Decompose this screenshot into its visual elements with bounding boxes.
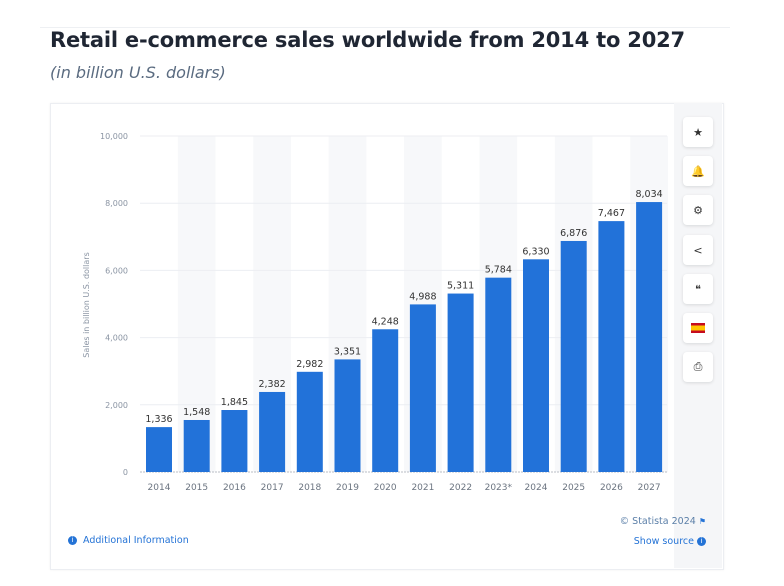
page-title: Retail e-commerce sales worldwide from 2… bbox=[50, 28, 685, 52]
spain-flag-icon bbox=[691, 323, 705, 333]
bar bbox=[560, 240, 587, 472]
bar bbox=[409, 304, 436, 472]
share-icon: < bbox=[693, 243, 703, 257]
data-label: 1,548 bbox=[183, 407, 210, 418]
print-button[interactable]: ⎙ bbox=[683, 352, 713, 382]
bell-icon: 🔔 bbox=[691, 164, 705, 178]
data-label: 4,248 bbox=[372, 316, 399, 327]
divider bbox=[40, 27, 730, 28]
x-tick-label: 2020 bbox=[374, 483, 397, 493]
spain-flag-button[interactable] bbox=[683, 313, 713, 343]
additional-information-link[interactable]: i Additional Information bbox=[68, 535, 189, 546]
bar bbox=[259, 391, 286, 472]
data-label: 7,467 bbox=[598, 208, 625, 219]
y-tick-label: 2,000 bbox=[105, 401, 128, 410]
bar bbox=[372, 329, 399, 472]
bar bbox=[221, 410, 248, 472]
y-tick-label: 4,000 bbox=[105, 334, 128, 343]
data-label: 4,988 bbox=[409, 291, 436, 302]
data-label: 2,982 bbox=[296, 359, 323, 370]
x-tick-label: 2014 bbox=[148, 483, 171, 493]
print-icon: ⎙ bbox=[693, 360, 703, 373]
gear-button[interactable]: ⚙ bbox=[683, 195, 713, 225]
y-axis-title: Sales in billion U.S. dollars bbox=[82, 252, 91, 358]
x-tick-label: 2021 bbox=[411, 483, 434, 493]
bar bbox=[485, 277, 512, 472]
quote-button[interactable]: ❝ bbox=[683, 274, 713, 304]
y-tick-label: 10,000 bbox=[100, 132, 128, 141]
x-tick-label: 2024 bbox=[525, 483, 548, 493]
x-tick-label: 2015 bbox=[185, 483, 208, 493]
data-label: 1,845 bbox=[221, 397, 248, 408]
bell-button[interactable]: 🔔 bbox=[683, 156, 713, 186]
x-tick-label: 2016 bbox=[223, 483, 246, 493]
data-label: 5,784 bbox=[485, 265, 512, 276]
bar bbox=[447, 293, 474, 472]
star-button[interactable]: ★ bbox=[683, 117, 713, 147]
bar bbox=[334, 359, 361, 472]
quote-icon: ❝ bbox=[695, 282, 701, 296]
x-tick-label: 2027 bbox=[638, 483, 661, 493]
x-tick-label: 2018 bbox=[298, 483, 321, 493]
data-label: 8,034 bbox=[635, 189, 662, 200]
bar bbox=[183, 419, 210, 472]
data-label: 5,311 bbox=[447, 281, 474, 292]
y-tick-label: 8,000 bbox=[105, 199, 128, 208]
star-icon: ★ bbox=[693, 125, 703, 139]
page-subtitle: (in billion U.S. dollars) bbox=[50, 63, 226, 82]
bar bbox=[636, 202, 663, 472]
gear-icon: ⚙ bbox=[693, 203, 703, 217]
x-tick-label: 2017 bbox=[261, 483, 284, 493]
data-label: 6,876 bbox=[560, 228, 587, 239]
y-tick-label: 6,000 bbox=[105, 266, 128, 275]
info-icon: i bbox=[697, 537, 706, 546]
x-tick-label: 2026 bbox=[600, 483, 623, 493]
data-label: 3,351 bbox=[334, 346, 361, 357]
bar bbox=[598, 221, 625, 472]
x-tick-label: 2025 bbox=[562, 483, 585, 493]
bar bbox=[296, 371, 323, 472]
column-band bbox=[177, 136, 216, 472]
info-icon: i bbox=[68, 536, 77, 545]
x-tick-label: 2023* bbox=[485, 483, 513, 493]
bar bbox=[523, 259, 549, 472]
x-tick-label: 2019 bbox=[336, 483, 359, 493]
show-source-link[interactable]: Show source i bbox=[634, 536, 706, 547]
bar bbox=[146, 427, 172, 472]
data-label: 1,336 bbox=[145, 414, 172, 425]
x-tick-label: 2022 bbox=[449, 483, 472, 493]
flag-icon: ⚑ bbox=[698, 517, 706, 526]
copyright[interactable]: © Statista 2024 ⚑ bbox=[619, 516, 706, 527]
data-label: 6,330 bbox=[522, 246, 549, 257]
y-tick-label: 0 bbox=[123, 468, 128, 477]
data-label: 2,382 bbox=[258, 379, 285, 390]
share-button[interactable]: < bbox=[683, 235, 713, 265]
